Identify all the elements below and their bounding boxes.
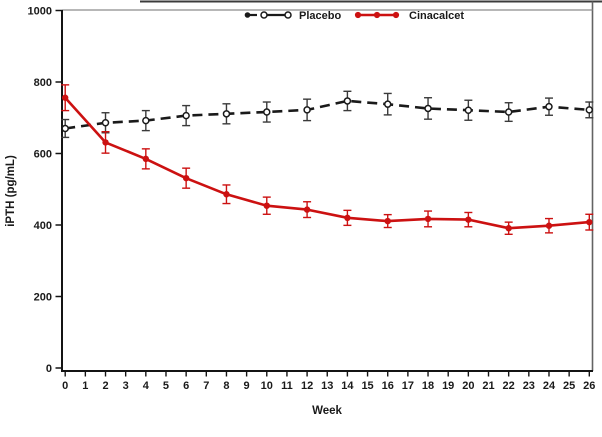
x-tick-label: 7 bbox=[203, 380, 209, 392]
x-tick-label: 10 bbox=[261, 380, 273, 392]
legend-placebo-filled-dot-icon bbox=[244, 12, 251, 18]
y-axis: 0 200 400 600 800 1000 bbox=[28, 6, 62, 375]
y-tick-label: 800 bbox=[34, 77, 52, 89]
cinacalcet-marker bbox=[384, 217, 391, 225]
x-tick-label: 15 bbox=[361, 380, 373, 392]
cinacalcet-marker bbox=[263, 202, 270, 209]
cinacalcet-marker bbox=[182, 174, 190, 182]
cinacalcet-marker bbox=[424, 215, 432, 223]
y-tick-label: 400 bbox=[34, 220, 52, 232]
placebo-marker bbox=[504, 108, 513, 116]
x-tick-label: 19 bbox=[442, 380, 454, 392]
legend-item-cinacalcet: Cinacalcet bbox=[354, 10, 464, 22]
cinacalcet-marker bbox=[223, 191, 230, 198]
placebo-marker bbox=[545, 102, 553, 111]
cinacalcet-line bbox=[64, 96, 590, 230]
cinacalcet-marker bbox=[102, 139, 109, 146]
plot-frame bbox=[61, 0, 602, 372]
y-tick-label: 600 bbox=[34, 149, 52, 161]
x-tick-label: 13 bbox=[321, 380, 333, 392]
y-axis-title: iPTH (pg/mL) bbox=[5, 155, 17, 227]
legend-cinacalcet-dot-icon bbox=[373, 11, 381, 19]
x-tick-label: 24 bbox=[543, 380, 556, 392]
x-tick-label: 11 bbox=[281, 380, 293, 392]
x-axis-title: Week bbox=[312, 405, 342, 417]
cinacalcet-marker bbox=[344, 214, 351, 222]
cinacalcet-series bbox=[61, 84, 594, 235]
cinacalcet-marker bbox=[505, 225, 512, 232]
placebo-marker bbox=[424, 104, 432, 113]
x-tick-label: 12 bbox=[301, 380, 313, 392]
x-tick-label: 20 bbox=[462, 380, 474, 392]
cinacalcet-marker bbox=[465, 216, 472, 223]
legend-label-placebo: Placebo bbox=[299, 10, 341, 22]
legend-placebo-open-circle-icon bbox=[260, 11, 268, 19]
y-tick-label: 200 bbox=[34, 292, 52, 304]
x-tick-label: 21 bbox=[482, 380, 494, 392]
x-tick-label: 23 bbox=[523, 380, 535, 392]
placebo-marker bbox=[383, 100, 392, 108]
cinacalcet-marker bbox=[586, 218, 593, 226]
x-tick-label: 2 bbox=[102, 380, 108, 392]
x-axis: 0 1 2 3 4 5 6 7 8 9 10 11 12 13 14 15 16 17 18 19 20 21 22 23 24… bbox=[62, 371, 595, 392]
x-tick-label: 17 bbox=[402, 380, 414, 392]
x-tick-label: 26 bbox=[583, 380, 595, 392]
y-tick-label: 0 bbox=[46, 363, 52, 375]
x-tick-label: 25 bbox=[563, 380, 575, 392]
placebo-marker bbox=[464, 106, 473, 114]
placebo-line bbox=[65, 99, 590, 130]
placebo-marker bbox=[101, 119, 110, 127]
x-tick-label: 9 bbox=[244, 380, 250, 392]
legend-placebo-open-circle-icon bbox=[284, 11, 292, 19]
placebo-series bbox=[61, 90, 594, 139]
legend-item-placebo: Placebo bbox=[244, 10, 341, 22]
x-tick-label: 3 bbox=[123, 380, 129, 392]
x-tick-label: 14 bbox=[341, 380, 354, 392]
cinacalcet-marker bbox=[303, 206, 311, 213]
placebo-marker bbox=[182, 111, 190, 120]
x-tick-label: 1 bbox=[82, 380, 88, 392]
y-tick-label: 1000 bbox=[28, 6, 52, 18]
x-tick-label: 4 bbox=[143, 380, 150, 392]
x-tick-label: 22 bbox=[503, 380, 515, 392]
data-series bbox=[61, 84, 594, 235]
x-tick-label: 0 bbox=[62, 380, 68, 392]
x-tick-label: 6 bbox=[183, 380, 189, 392]
placebo-marker bbox=[585, 106, 594, 114]
legend-cinacalcet-dot-icon bbox=[392, 11, 400, 19]
x-tick-label: 18 bbox=[422, 380, 434, 392]
x-tick-label: 16 bbox=[382, 380, 394, 392]
placebo-marker bbox=[343, 97, 352, 105]
cinacalcet-marker bbox=[545, 222, 553, 229]
placebo-marker bbox=[142, 116, 150, 125]
chart-legend: Placebo Cinacalcet bbox=[244, 10, 464, 22]
x-tick-label: 5 bbox=[163, 380, 169, 392]
placebo-marker bbox=[222, 110, 231, 118]
legend-cinacalcet-dot-icon bbox=[354, 11, 362, 19]
placebo-marker bbox=[61, 124, 69, 133]
cinacalcet-marker bbox=[61, 94, 69, 101]
cinacalcet-marker bbox=[142, 155, 150, 163]
legend-label-cinacalcet: Cinacalcet bbox=[409, 10, 464, 22]
placebo-marker bbox=[263, 108, 271, 116]
x-tick-label: 8 bbox=[223, 380, 229, 392]
placebo-marker bbox=[303, 106, 311, 114]
